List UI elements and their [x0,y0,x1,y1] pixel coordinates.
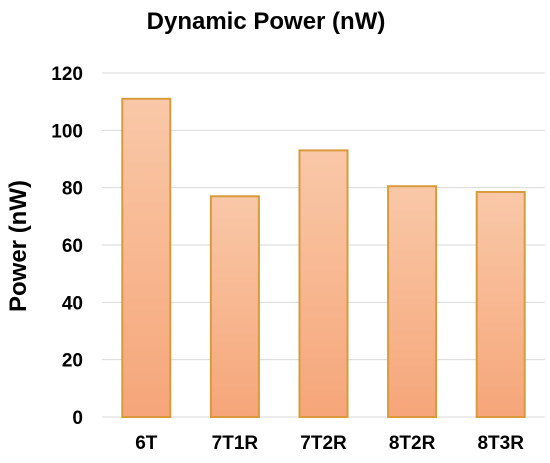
y-axis-label: Power (nW) [5,180,32,312]
bar-8t3r [475,190,526,418]
bar-7t2r [298,149,349,418]
bar-8t2r [387,185,438,418]
chart-title: Dynamic Power (nW) [147,8,386,35]
y-tick-label: 40 [62,293,83,314]
bar-6t [121,97,172,419]
bars [121,97,526,419]
y-tick-label: 100 [51,121,83,142]
y-tick-label: 120 [51,64,83,85]
x-tick-label: 8T2R [389,433,436,454]
y-tick-label: 20 [62,351,83,372]
x-tick-label: 7T1R [212,433,259,454]
y-tick-label: 80 [62,179,83,200]
x-tick-label: 7T2R [300,433,347,454]
x-tick-label: 6T [135,433,158,454]
y-tick-labels: 0 20 40 60 80 100 120 [51,64,83,429]
x-tick-label: 8T3R [477,433,524,454]
y-tick-label: 60 [62,236,83,257]
y-tick-label: 0 [72,408,83,429]
bar-7t1r [209,195,260,418]
x-tick-labels: 6T 7T1R 7T2R 8T2R 8T3R [135,433,524,454]
